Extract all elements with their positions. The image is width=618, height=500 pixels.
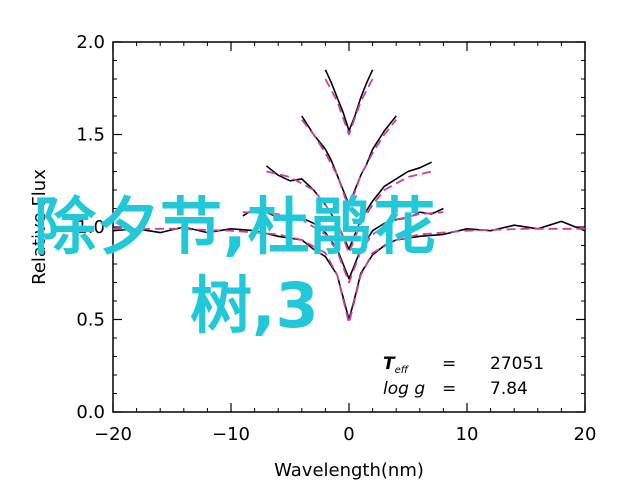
model-spectrum-line	[113, 227, 585, 325]
annotation-teff-label: Teff	[383, 354, 410, 376]
y-tick-label: 0.5	[76, 310, 105, 331]
series-group	[112, 69, 586, 325]
x-tick-label: −20	[94, 424, 132, 445]
observed-spectrum-line	[265, 161, 432, 250]
observed-spectrum-line	[301, 115, 397, 206]
overlay-caption-line1: 除夕节,杜鹃花	[34, 190, 437, 263]
model-spectrum-line	[242, 211, 444, 284]
y-tick-label: 0.0	[76, 402, 105, 423]
x-tick-label: −10	[212, 424, 250, 445]
x-tick-label: 20	[574, 424, 597, 445]
parameter-annotation: Teff = 27051 log g = 7.84	[383, 354, 544, 399]
x-axis-label: Wavelength(nm)	[274, 460, 424, 481]
axes: −20 −10 0 10 20 0.0 0.5 1.0 1.5 2.0 Wavelength(nm)…	[29, 32, 596, 481]
x-tick-label: 10	[456, 424, 479, 445]
annotation-teff-sub: eff	[395, 365, 410, 376]
overlay-caption-line2: 树,3	[190, 269, 319, 342]
annotation-logg-value: 7.84	[490, 379, 528, 399]
model-spectrum-line	[324, 78, 374, 136]
annotation-teff-value: 27051	[490, 354, 544, 374]
observed-spectrum-line	[324, 69, 374, 132]
y-tick-label: 1.0	[76, 217, 105, 238]
y-axis-label: Relative Flux	[29, 169, 50, 285]
model-spectrum-line	[301, 119, 397, 210]
annotation-logg-label: log g	[383, 379, 425, 399]
annotation-teff-eq: =	[442, 354, 456, 374]
y-tick-label: 2.0	[76, 32, 105, 53]
x-tick-label: 0	[343, 424, 354, 445]
observed-spectrum-line	[242, 207, 444, 280]
model-spectrum-line	[266, 170, 432, 254]
annotation-logg-eq: =	[442, 379, 456, 399]
y-tick-label: 1.5	[76, 125, 105, 146]
